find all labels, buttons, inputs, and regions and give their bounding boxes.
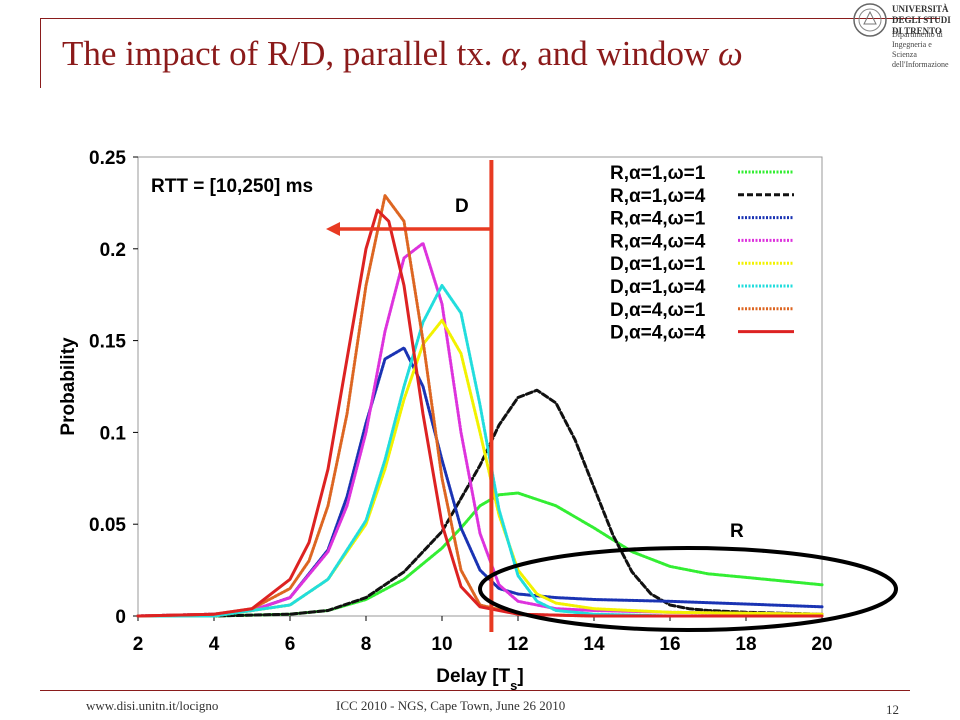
y-tick-label: 0.25 xyxy=(89,148,126,169)
x-tick-label: 10 xyxy=(431,634,452,655)
footer-conference: ICC 2010 - NGS, Cape Town, June 26 2010 xyxy=(336,698,566,713)
page-number: 12 xyxy=(886,702,899,717)
y-tick-label: 0.2 xyxy=(100,240,126,261)
university-logo: UNIVERSITÀ DEGLI STUDI DI TRENTO Dipartim… xyxy=(852,2,956,69)
r-label: R xyxy=(730,521,744,542)
footer-url: www.disi.unitn.it/locigno xyxy=(86,698,219,713)
title-text: The impact of R/D, parallel tx. xyxy=(62,34,502,73)
r-highlight-ellipse xyxy=(478,546,898,632)
title-omega: ω xyxy=(718,34,743,73)
rtt-annotation: RTT = [10,250] ms xyxy=(151,176,313,197)
x-axis-label: Delay [Ts] xyxy=(436,666,523,693)
title-frame-left-line xyxy=(40,18,41,88)
legend-label: D,α=1,ω=1 xyxy=(610,254,706,275)
x-tick-label: 14 xyxy=(583,634,605,655)
title-alpha: α xyxy=(501,34,520,73)
department-name-line: Scienza dell'Informazione xyxy=(892,50,949,69)
department-name-line: Dipartimento di Ingegneria e xyxy=(892,30,943,49)
slide-title: The impact of R/D, parallel tx. α, and w… xyxy=(62,34,743,74)
university-name-line: UNIVERSITÀ DEGLI STUDI xyxy=(892,4,951,25)
title-mid: , and window xyxy=(519,34,718,73)
y-tick-label: 0.05 xyxy=(89,515,126,536)
y-tick-label: 0 xyxy=(115,607,126,628)
x-tick-label: 8 xyxy=(361,634,372,655)
x-tick-label: 6 xyxy=(285,634,296,655)
y-tick-label: 0.1 xyxy=(100,423,127,444)
d-label: D xyxy=(455,196,469,217)
x-tick-label: 2 xyxy=(133,634,144,655)
series-line xyxy=(136,388,824,618)
y-tick-label: 0.15 xyxy=(89,332,126,353)
x-tick-label: 18 xyxy=(735,634,756,655)
x-tick-label: 4 xyxy=(209,634,220,655)
legend-label: D,α=1,ω=4 xyxy=(610,277,706,298)
legend-label: D,α=4,ω=1 xyxy=(610,300,706,321)
d-arrow-head xyxy=(326,222,340,236)
legend-label: R,α=4,ω=4 xyxy=(610,231,706,252)
plot-area-border xyxy=(137,156,823,617)
series-line xyxy=(136,284,824,618)
legend-label: R,α=1,ω=4 xyxy=(610,186,706,207)
series-line xyxy=(136,241,824,618)
university-seal-icon xyxy=(853,3,887,37)
x-tick-label: 12 xyxy=(507,634,528,655)
university-name-line: DI TRENTO xyxy=(892,26,942,36)
university-name: UNIVERSITÀ DEGLI STUDI DI TRENTO xyxy=(892,4,956,37)
x-tick-label: 16 xyxy=(659,634,680,655)
legend-label: D,α=4,ω=4 xyxy=(610,323,706,344)
department-name: Dipartimento di Ingegneria e Scienza dell… xyxy=(892,30,956,70)
legend-label: R,α=4,ω=1 xyxy=(610,209,706,230)
footer-divider xyxy=(40,690,910,691)
series-line xyxy=(136,491,824,618)
y-axis-label: Probability xyxy=(58,337,79,436)
series-line xyxy=(136,208,824,618)
legend-label: R,α=1,ω=1 xyxy=(610,163,706,184)
x-tick-label: 20 xyxy=(811,634,832,655)
title-frame-top-line xyxy=(40,18,940,19)
